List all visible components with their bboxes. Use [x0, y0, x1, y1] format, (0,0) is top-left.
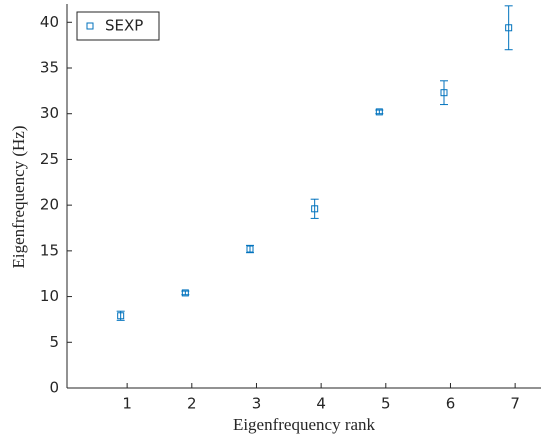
y-tick-label: 5: [49, 333, 59, 351]
y-tick-label: 15: [40, 241, 59, 259]
marker: [440, 89, 448, 97]
x-tick-label: 7: [510, 395, 520, 413]
y-tick-label: 20: [40, 196, 59, 214]
x-tick-label: 3: [252, 395, 262, 413]
x-tick-label: 5: [381, 395, 391, 413]
x-tick-label: 1: [122, 395, 132, 413]
x-tick-label: 2: [187, 395, 197, 413]
marker: [375, 108, 383, 116]
marker: [181, 289, 189, 297]
y-tick-label: 40: [40, 13, 59, 31]
marker: [117, 312, 125, 320]
legend-box: [76, 11, 160, 41]
x-tick-label: 6: [446, 395, 456, 413]
marker: [505, 24, 513, 32]
y-tick-label: 30: [40, 104, 59, 122]
y-tick-label: 10: [40, 287, 59, 305]
marker: [246, 245, 254, 253]
marker: [311, 205, 319, 213]
legend-label: SEXP: [105, 17, 143, 35]
y-tick-label: 35: [40, 59, 59, 77]
legend-marker: [86, 22, 94, 30]
y-tick-label: 25: [40, 150, 59, 168]
x-tick-label: 4: [316, 395, 326, 413]
y-tick-label: 0: [49, 379, 59, 397]
y-axis-label: Eigenfrequency (Hz): [9, 125, 28, 268]
x-axis-label: Eigenfrequency rank: [233, 415, 376, 434]
